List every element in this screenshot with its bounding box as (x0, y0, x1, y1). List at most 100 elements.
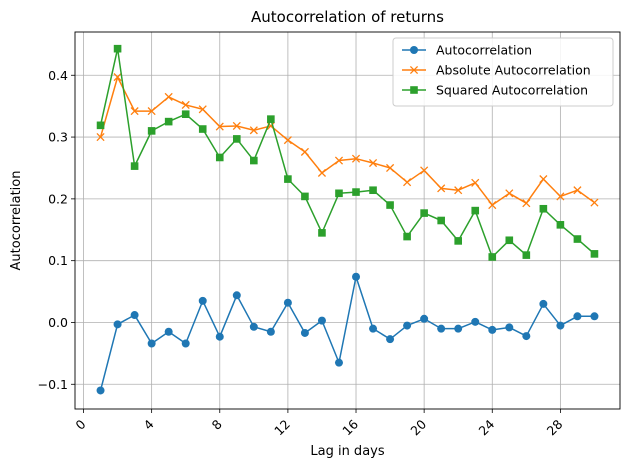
data-point (454, 186, 463, 195)
data-point (335, 189, 343, 198)
data-point (386, 163, 395, 173)
data-point (113, 73, 122, 82)
data-point (573, 186, 582, 195)
data-point (301, 192, 309, 201)
data-point (522, 332, 531, 341)
data-point (215, 153, 224, 162)
data-point (318, 229, 326, 237)
data-point (147, 127, 156, 135)
y-tick-label: 0.2 (48, 191, 68, 206)
data-point (471, 178, 480, 187)
series-absolute-autocorrelation (96, 73, 599, 210)
data-point (420, 209, 428, 217)
data-point (454, 237, 463, 245)
data-point (130, 162, 139, 170)
data-point (250, 156, 258, 165)
data-point (300, 147, 309, 156)
data-point (113, 320, 122, 329)
series-group (96, 44, 599, 395)
data-point (215, 122, 224, 131)
data-point (317, 168, 327, 177)
data-point (284, 175, 292, 183)
data-point (573, 235, 582, 243)
data-point (113, 44, 122, 53)
data-point (181, 110, 190, 118)
data-point (198, 105, 207, 114)
data-point (283, 136, 292, 145)
data-point (488, 325, 497, 334)
data-point (215, 332, 224, 341)
data-point (403, 321, 412, 330)
data-point (369, 186, 377, 195)
data-point (300, 328, 309, 337)
data-point (403, 232, 411, 241)
data-point (130, 107, 139, 116)
data-point (539, 299, 548, 308)
y-axis-label: Autocorrelation (9, 171, 24, 271)
data-point (454, 324, 463, 333)
data-point (164, 92, 173, 101)
data-point (96, 121, 105, 130)
data-point (420, 314, 429, 323)
legend-label: Squared Autocorrelation (436, 83, 588, 98)
data-point (505, 189, 514, 198)
data-point (130, 311, 139, 320)
data-point (198, 125, 207, 133)
y-tick-label: 0.1 (48, 253, 68, 268)
data-point (573, 312, 582, 321)
data-point (283, 298, 292, 307)
series-autocorrelation (96, 272, 599, 395)
legend: Autocorrelation Absolute Autocorrelation S… (392, 37, 614, 107)
legend-marker (410, 86, 418, 94)
data-point (96, 386, 105, 395)
data-point (471, 317, 480, 326)
data-point (147, 107, 156, 116)
series-squared-autocorrelation (96, 44, 599, 261)
data-point (181, 339, 190, 348)
data-point (539, 204, 548, 213)
data-point (249, 126, 258, 135)
data-point (147, 339, 156, 348)
data-point (181, 100, 190, 109)
data-point (352, 188, 360, 196)
data-point (266, 327, 275, 336)
data-point (403, 178, 412, 187)
data-point (556, 221, 565, 229)
data-point (317, 316, 326, 325)
data-point (556, 192, 565, 201)
data-point (352, 272, 361, 281)
data-point (232, 121, 241, 131)
data-point (96, 133, 105, 142)
data-point (232, 135, 241, 143)
data-point (334, 156, 344, 165)
data-point (198, 296, 207, 305)
data-point (488, 253, 497, 261)
data-point (369, 324, 378, 333)
data-point (522, 251, 531, 259)
plot-frame (74, 31, 621, 410)
legend-box (392, 37, 614, 107)
data-point (334, 358, 343, 367)
data-point (471, 206, 480, 215)
y-tick-label: 0.0 (48, 315, 68, 330)
data-point (267, 115, 275, 123)
data-point (437, 184, 446, 193)
data-point (437, 216, 445, 225)
legend-label: Absolute Autocorrelation (436, 63, 591, 78)
legend-label: Autocorrelation (436, 43, 532, 58)
data-point (590, 250, 599, 258)
data-point (351, 154, 361, 163)
data-point (232, 291, 241, 300)
x-axis-label: Lag in days (310, 444, 384, 459)
data-point (249, 322, 258, 331)
legend-marker (409, 65, 419, 75)
chart-title: Autocorrelation of returns (251, 8, 444, 26)
data-point (539, 175, 548, 184)
data-point (164, 117, 173, 126)
legend-marker (410, 46, 418, 54)
data-point (590, 198, 599, 207)
data-point (386, 201, 394, 209)
series-line (99, 76, 595, 206)
data-point (386, 335, 395, 344)
